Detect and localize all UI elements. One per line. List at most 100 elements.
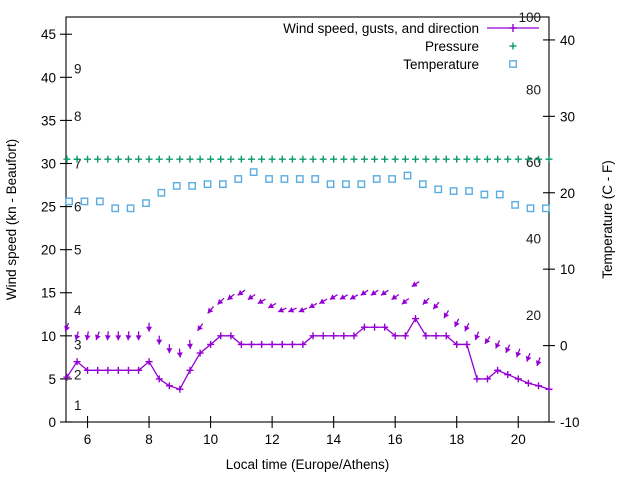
x-tick-label: 14 [326,432,342,447]
marker-square [142,199,150,208]
gust-arrow [535,357,542,367]
y2-tick-label: 20 [560,186,575,201]
gust-arrow [505,344,511,354]
gust-arrow [464,322,470,332]
marker-square [388,175,397,183]
marker-square [465,187,473,195]
x-tick-label: 18 [449,432,464,447]
y-tick-label: 10 [41,329,56,344]
beaufort-label: 3 [74,337,82,352]
marker-square [249,168,258,177]
y-tick-label: 40 [41,70,56,85]
x-tick-label: 12 [265,432,280,447]
gust-arrow [227,293,235,301]
marker-square [95,197,104,206]
gust-arrow [432,301,440,310]
gust-arrow [443,310,450,319]
gust-arrow [525,352,532,362]
gust-arrow [237,289,246,296]
y2-axis-title: Temperature (C - F) [600,160,615,279]
fahrenheit-label: 80 [526,83,541,98]
gust-arrow [197,323,204,332]
gust-arrow [217,297,225,306]
beaufort-label: 5 [74,243,82,258]
marker-square [526,204,535,213]
gust-arrow [422,297,430,306]
fahrenheit-label: 20 [526,308,541,323]
marker-square [295,175,304,183]
marker-square [542,204,550,213]
marker-square [372,175,381,183]
legend-label: Temperature [403,57,479,72]
x-tick-label: 8 [145,432,153,447]
gust-arrow [474,331,481,341]
gust-arrow [176,348,183,358]
y2-tick-label: 10 [560,262,575,277]
gust-arrow [125,331,132,341]
marker-square [342,180,350,189]
x-tick-label: 16 [388,432,403,447]
gust-arrow [515,348,522,358]
gust-arrow [484,336,491,345]
beaufort-label: 1 [74,398,82,413]
gust-arrow [308,302,318,309]
marker-square [311,175,320,183]
beaufort-label: 7 [74,156,82,171]
x-axis-title: Local time (Europe/Athens) [226,457,390,472]
beaufort-label: 8 [74,109,82,124]
gust-arrow [318,298,328,305]
marker-square [480,190,489,199]
marker-square [418,180,427,189]
y2-tick-label: -10 [560,415,580,430]
marker-square [434,185,443,194]
gust-arrow [186,339,193,349]
y-tick-label: 20 [41,243,56,258]
wind-speed-line [66,317,550,391]
legend-label: Pressure [425,39,479,54]
gust-arrow [64,322,70,332]
y2-tick-label: 30 [560,109,575,124]
marker-square [403,171,412,180]
gust-arrow [370,289,379,296]
marker-square [188,181,197,190]
marker-square [326,180,335,189]
gust-arrow [288,307,297,313]
marker-square [218,180,227,189]
gust-arrow [115,331,122,341]
marker-square [126,204,135,213]
gust-arrow [166,344,173,354]
marker-square [280,175,289,183]
marker-square [157,188,166,197]
marker-square [80,197,89,206]
y-tick-label: 0 [48,415,56,430]
marker-square [511,200,520,209]
plot-frame [65,16,550,423]
gust-arrow [298,307,308,313]
gust-arrow [84,331,91,341]
marker-square [495,190,504,199]
legend-label: Wind speed, gusts, and direction [283,21,479,36]
marker-square [509,60,517,68]
y-tick-label: 25 [41,200,56,215]
y-tick-label: 35 [41,113,56,128]
gust-arrow [401,297,410,305]
fahrenheit-label: 100 [518,10,541,25]
gust-arrow [495,340,501,349]
y2-tick-label: 0 [560,339,568,354]
marker-square [111,204,120,213]
marker-square [265,175,273,183]
marker-square [172,181,181,190]
gust-arrow [257,298,266,305]
beaufort-label: 6 [74,200,82,215]
beaufort-label: 9 [74,62,82,77]
fahrenheit-label: 40 [526,232,541,247]
gust-arrow [411,281,420,288]
gust-arrow [156,335,163,345]
gust-arrow [339,294,349,300]
marker-square [357,180,366,189]
marker-square [449,187,458,195]
gust-arrow [277,307,287,313]
gust-arrow [74,331,81,341]
gust-arrow [360,289,369,296]
